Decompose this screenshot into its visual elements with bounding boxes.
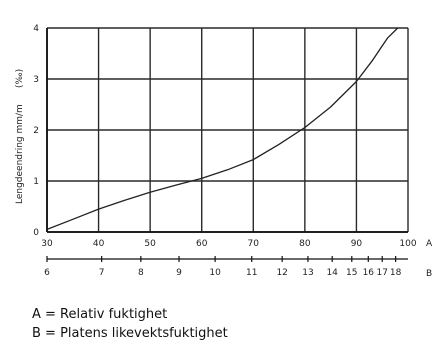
x-axis-label: A <box>426 239 433 249</box>
axis-b-tick-label: 16 <box>363 268 375 278</box>
data-series <box>46 27 399 231</box>
legend-b: B = Platens likevektsfuktighet <box>32 326 228 341</box>
y-tick-label: 2 <box>33 126 39 136</box>
x-tick-label: 50 <box>144 239 156 249</box>
x-tick-label: 60 <box>196 239 208 249</box>
axis-b-tick-label: 11 <box>246 268 257 278</box>
axis-b-tick-label: 8 <box>138 268 144 278</box>
axis-b-tick-label: 10 <box>209 268 221 278</box>
y-tick-label: 3 <box>33 75 39 85</box>
axis-b-tick-label: 12 <box>276 268 287 278</box>
x-tick-label: 40 <box>93 239 105 249</box>
y-axis-label: Lengdeendring mm/m <box>15 104 25 204</box>
axis-b-tick-label: 15 <box>346 268 357 278</box>
series-line <box>46 27 399 231</box>
axis-b-tick-label: 6 <box>44 268 50 278</box>
plot-frame <box>46 28 408 233</box>
x2-axis-label: B <box>426 269 432 279</box>
axis-b-tick-label: 17 <box>376 268 387 278</box>
tick-labels: 30 40 50 60 70 80 90 100 0 1 2 3 4 <box>33 24 417 249</box>
axis-b-tick-label: 7 <box>99 268 105 278</box>
axis-b-tick-label: 13 <box>302 268 313 278</box>
secondary-axis-b: 6 7 8 9 10 11 12 13 14 15 16 17 18 <box>44 256 408 278</box>
y-tick-label: 1 <box>33 177 39 187</box>
legend-a: A = Relativ fuktighet <box>32 307 168 322</box>
x-tick-label: 80 <box>299 239 311 249</box>
axis-b-tick-label: 14 <box>326 268 338 278</box>
x-tick-label: 90 <box>351 239 363 249</box>
x-tick-label: 30 <box>41 239 53 249</box>
axis-b-tick-label: 18 <box>390 268 402 278</box>
x-tick-label: 70 <box>248 239 260 249</box>
x-tick-label: 100 <box>399 239 416 249</box>
y-tick-label: 4 <box>33 24 39 34</box>
y-axis-unit: (‰) <box>15 69 25 88</box>
axis-b-tick-label: 9 <box>176 268 182 278</box>
chart-grid <box>46 27 409 233</box>
y-tick-label: 0 <box>33 228 39 238</box>
